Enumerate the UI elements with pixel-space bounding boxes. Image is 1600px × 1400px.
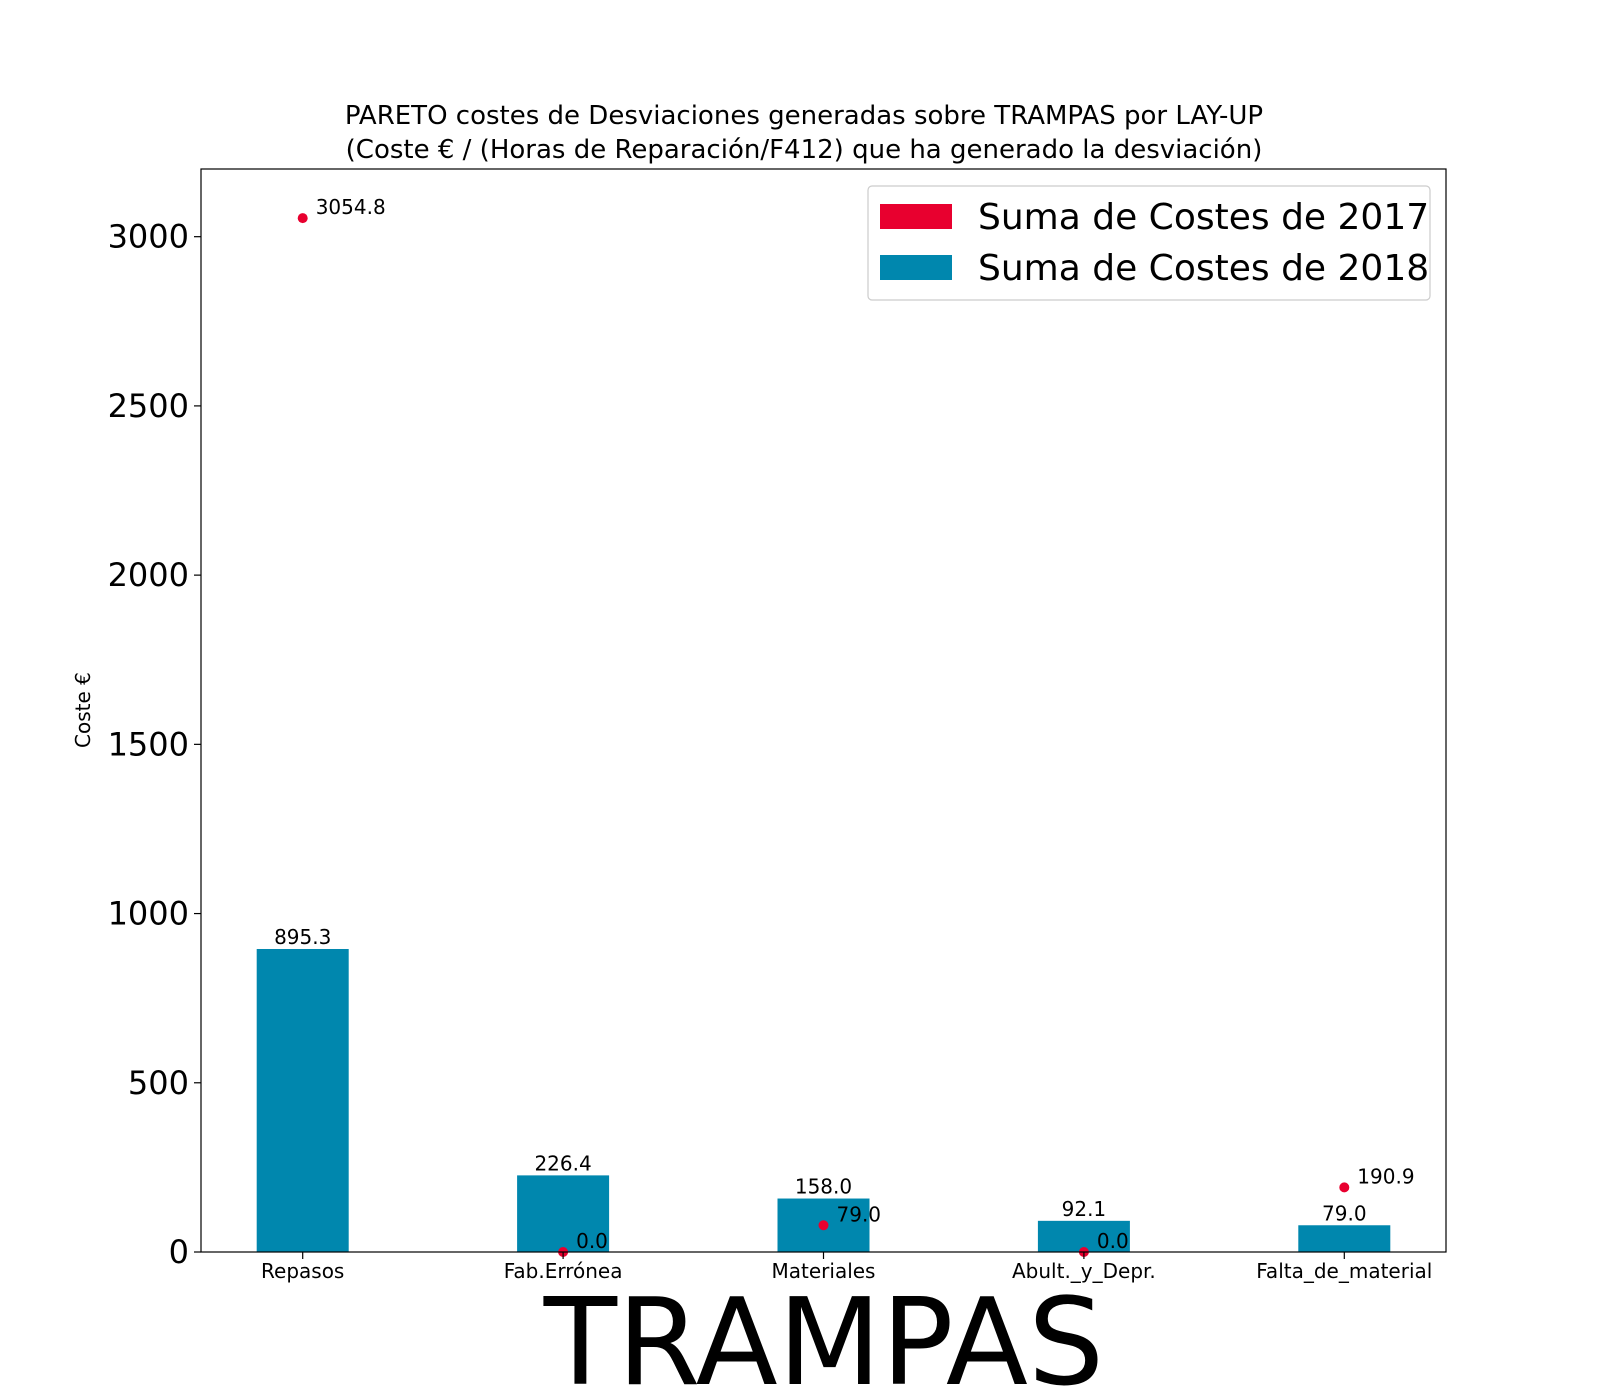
bar-label-2018-1: 226.4 bbox=[534, 1151, 591, 1175]
bars-2018 bbox=[256, 948, 1391, 1252]
y-tick-label-6: 3000 bbox=[108, 218, 189, 256]
x-tick-label-0: Repasos bbox=[261, 1259, 344, 1283]
point-label-2017-0: 3054.8 bbox=[316, 195, 386, 219]
y-tick-label-3: 1500 bbox=[108, 725, 189, 763]
y-tick-label-1: 500 bbox=[128, 1064, 189, 1102]
chart-title-line-2: (Coste € / (Horas de Reparación/F412) qu… bbox=[346, 135, 1263, 165]
bar-2018-3 bbox=[1037, 1220, 1130, 1252]
x-axis-label: TRAMPAS bbox=[543, 1274, 1104, 1400]
legend-label-2017: Suma de Costes de 2017 bbox=[978, 197, 1429, 238]
legend-label-2018: Suma de Costes de 2018 bbox=[978, 248, 1429, 289]
y-axis: 0 500 1000 1500 2000 2500 3000 bbox=[108, 218, 201, 1271]
point-label-2017-4: 190.9 bbox=[1357, 1164, 1414, 1188]
x-tick-label-2: Materiales bbox=[772, 1259, 876, 1283]
point-2017-0 bbox=[297, 213, 308, 224]
bar-label-2018-3: 92.1 bbox=[1062, 1197, 1107, 1221]
y-tick-label-5: 2500 bbox=[108, 387, 189, 425]
points-2017 bbox=[297, 213, 1350, 1257]
legend-swatch-2017 bbox=[880, 204, 952, 229]
plot-frame bbox=[200, 168, 1447, 1253]
y-tick-label-4: 2000 bbox=[108, 556, 189, 594]
point-label-2017-2: 79.0 bbox=[837, 1202, 882, 1226]
bar-label-2018-4: 79.0 bbox=[1322, 1201, 1367, 1225]
point-label-2017-1: 0.0 bbox=[576, 1229, 608, 1253]
chart-title-line-1: PARETO costes de Desviaciones generadas … bbox=[345, 101, 1263, 131]
x-tick-label-4: Falta_de_material bbox=[1256, 1259, 1432, 1283]
legend-frame bbox=[867, 185, 1431, 301]
bar-data-labels: 895.3 226.4 158.0 92.1 79.0 bbox=[274, 925, 1366, 1225]
point-label-2017-3: 0.0 bbox=[1097, 1229, 1129, 1253]
y-axis-label: Coste € bbox=[71, 672, 95, 748]
point-2017-2 bbox=[818, 1220, 829, 1231]
y-tick-label-2: 1000 bbox=[108, 895, 189, 933]
bar-2018-0 bbox=[256, 948, 349, 1252]
point-2017-4 bbox=[1339, 1182, 1350, 1193]
bar-label-2018-2: 158.0 bbox=[795, 1175, 852, 1199]
x-tick-label-3: Abult._y_Depr. bbox=[1012, 1259, 1156, 1283]
legend: Suma de Costes de 2017 Suma de Costes de… bbox=[867, 185, 1431, 301]
bar-2018-1 bbox=[517, 1175, 610, 1252]
x-axis: Repasos Fab.Errónea Materiales Abult._y_Dep… bbox=[261, 1252, 1432, 1283]
point-data-labels: 3054.8 0.0 79.0 0.0 190.9 bbox=[316, 195, 1415, 1253]
x-tick-label-1: Fab.Errónea bbox=[504, 1259, 623, 1283]
bar-2018-4 bbox=[1298, 1225, 1391, 1252]
bar-label-2018-0: 895.3 bbox=[274, 925, 331, 949]
y-tick-label-0: 0 bbox=[169, 1233, 189, 1271]
legend-swatch-2018 bbox=[880, 255, 952, 280]
